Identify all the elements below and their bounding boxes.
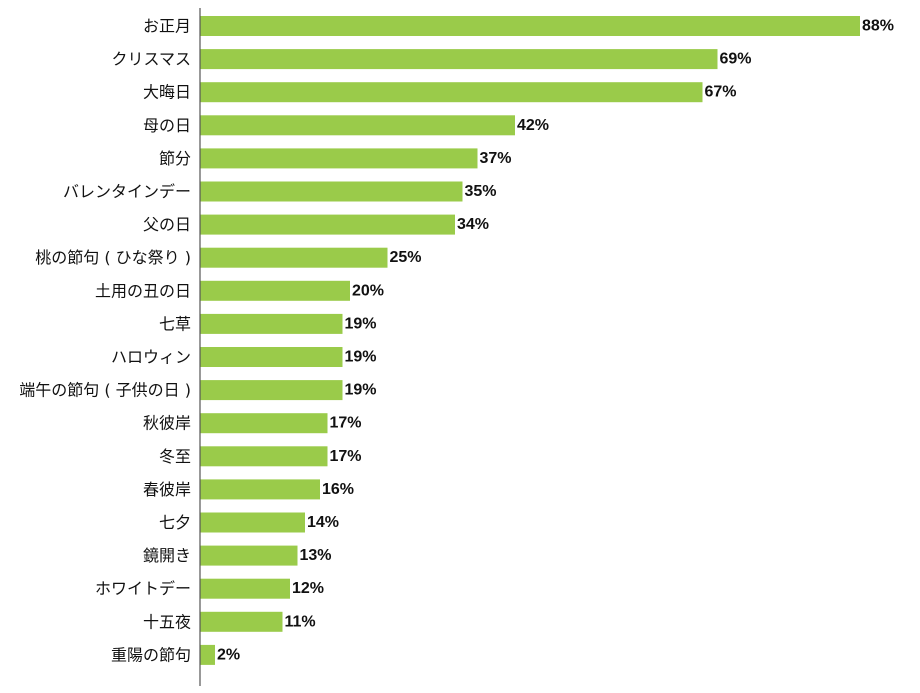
bars-group (200, 16, 860, 665)
value-label: 67% (705, 84, 737, 101)
bar (200, 247, 388, 268)
category-label: 父の日 (143, 215, 191, 234)
category-label: 春彼岸 (143, 480, 191, 499)
value-label: 17% (330, 415, 362, 432)
category-label: 七草 (159, 314, 191, 333)
value-label: 11% (285, 613, 316, 630)
category-label: 重陽の節句 (111, 645, 191, 664)
bar (200, 644, 215, 665)
bar (200, 380, 343, 401)
bar (200, 16, 860, 36)
bar (200, 512, 305, 533)
value-label: 19% (345, 315, 377, 332)
value-labels: 88% 69% 67% 42% 37% 35% 34% 25% 20% 19% 19% 19% 17% 1… (217, 18, 894, 664)
category-label: クリスマス (111, 50, 191, 69)
category-label: 冬至 (159, 447, 191, 466)
category-label: 母の日 (143, 116, 191, 135)
category-label: 節分 (159, 149, 191, 168)
value-label: 17% (330, 448, 362, 465)
value-label: 37% (480, 150, 512, 167)
bar (200, 446, 328, 467)
value-label: 35% (465, 183, 497, 200)
category-label: ホワイトデー (95, 579, 191, 598)
bar (200, 148, 478, 169)
bar (200, 82, 703, 103)
value-label: 16% (322, 481, 354, 498)
category-label: 土用の丑の日 (95, 281, 191, 300)
bar (200, 545, 298, 566)
bar (200, 115, 515, 136)
value-label: 19% (345, 349, 377, 366)
value-label: 34% (457, 216, 489, 233)
category-label: 七夕 (159, 513, 191, 532)
value-label: 14% (307, 514, 339, 531)
bar (200, 280, 350, 301)
value-label: 19% (345, 382, 377, 399)
category-label: 大晦日 (143, 83, 191, 102)
category-label: 桃の節句 ( ひな祭り ) (35, 248, 191, 267)
category-label: 十五夜 (143, 612, 191, 631)
category-label: ハロウィン (111, 348, 191, 367)
bar (200, 181, 463, 202)
bar (200, 413, 328, 434)
category-label: 鏡開き (143, 546, 191, 565)
bar (200, 479, 320, 500)
bar (200, 214, 455, 235)
value-label: 88% (862, 18, 894, 35)
bar (200, 347, 343, 367)
value-label: 69% (720, 51, 752, 68)
bar (200, 49, 718, 70)
value-label: 25% (390, 249, 422, 266)
bar (200, 578, 290, 599)
category-label: お正月 (143, 17, 191, 36)
category-label: 秋彼岸 (143, 414, 191, 433)
bar (200, 313, 343, 334)
value-label: 20% (352, 282, 384, 299)
bar (200, 611, 283, 632)
value-label: 12% (292, 580, 324, 597)
category-label: 端午の節句 ( 子供の日 ) (19, 381, 191, 400)
value-label: 13% (300, 547, 332, 564)
category-label: バレンタインデー (63, 182, 191, 201)
value-label: 42% (517, 117, 549, 134)
value-label: 2% (217, 646, 240, 663)
